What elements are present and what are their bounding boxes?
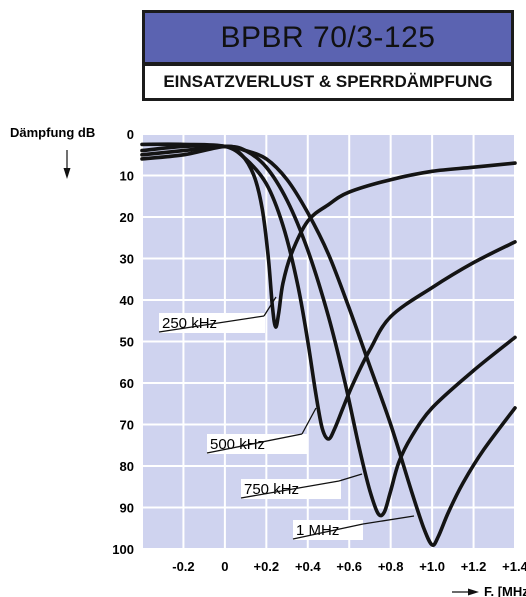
- y-tick-label: 80: [120, 459, 134, 474]
- y-tick-label: 10: [120, 169, 134, 184]
- y-tick-label: 0: [127, 127, 134, 142]
- chart-title: BPBR 70/3-125: [220, 20, 436, 54]
- x-tick-label: 0: [221, 559, 228, 574]
- annotation-1-mhz: 1 MHz: [296, 522, 339, 539]
- curve-500-khz: [140, 142, 517, 441]
- annotation-underline: [292, 523, 364, 540]
- chart-title-box: BPBR 70/3-125: [142, 10, 514, 64]
- x-tick-label: +0.6: [336, 559, 362, 574]
- curve-annotations: 250 kHz 500 kHz 750 kHz 1 MHz: [158, 296, 415, 540]
- annotation-250-khz: 250 kHz: [162, 315, 217, 332]
- y-tick-label: 30: [120, 252, 134, 267]
- curves: [140, 142, 517, 547]
- annotation-underline: [240, 480, 340, 499]
- annotation-underline: [206, 433, 303, 454]
- curve-1-mhz: [140, 144, 517, 547]
- annotation-underline: [158, 315, 265, 333]
- annotation-leader: [338, 473, 363, 482]
- x-tick-label: +1.0: [419, 559, 445, 574]
- chart-subtitle: EINSATZVERLUST & SPERRDÄMPFUNG: [163, 72, 493, 91]
- x-axis-arrow: [452, 588, 479, 596]
- x-tick-labels: -0.2 0 +0.2 +0.4 +0.6 +0.8 +1.0 +1.2 +1.4: [172, 559, 526, 574]
- y-axis-arrow: [63, 150, 71, 179]
- y-tick-label: 50: [120, 335, 134, 350]
- annotation-750-khz: 750 kHz: [244, 481, 299, 498]
- x-tick-label: +1.2: [461, 559, 487, 574]
- y-tick-label: 60: [120, 376, 134, 391]
- x-tick-label: +1.4: [502, 559, 526, 574]
- x-tick-label: +0.4: [295, 559, 321, 574]
- y-tick-label: 40: [120, 293, 134, 308]
- annotation-leader: [263, 296, 277, 317]
- x-tick-label: +0.2: [253, 559, 279, 574]
- y-tick-label: 20: [120, 210, 134, 225]
- y-tick-label: 90: [120, 501, 134, 516]
- y-tick-labels: 0 10 20 30 40 50 60 70 80 90 100: [112, 127, 134, 557]
- y-tick-label: 70: [120, 418, 134, 433]
- y-axis-label: Dämpfung dB: [10, 125, 95, 140]
- y-tick-label: 100: [112, 542, 134, 557]
- annotation-leader: [301, 407, 317, 435]
- grid-lines: [141, 133, 516, 550]
- annotation-leader: [362, 515, 415, 525]
- annotation-backdrop: [207, 434, 307, 454]
- annotation-500-khz: 500 kHz: [210, 436, 265, 453]
- x-axis-label: F. [MHz]: [484, 584, 526, 597]
- x-tick-label: -0.2: [172, 559, 194, 574]
- x-tick-label: +0.8: [378, 559, 404, 574]
- chart-subtitle-box: EINSATZVERLUST & SPERRDÄMPFUNG: [142, 64, 514, 101]
